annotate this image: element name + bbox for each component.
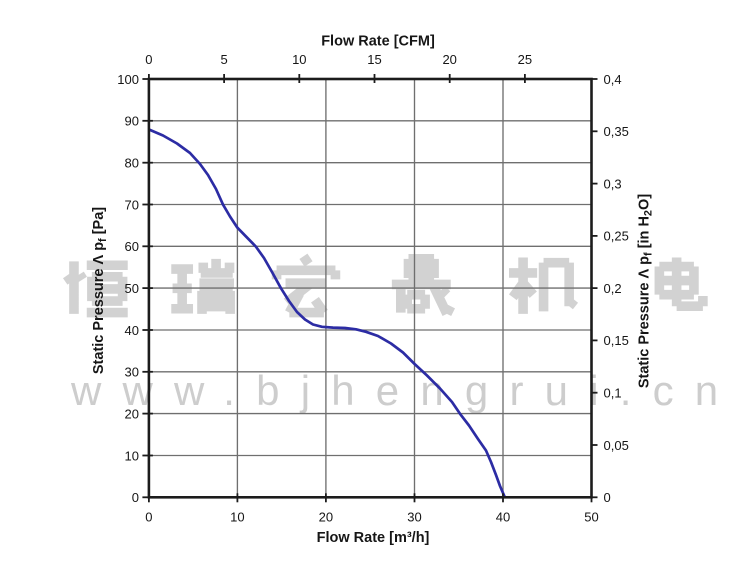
svg-text:Static Pressure Λ pf [in H2O]: Static Pressure Λ pf [in H2O] (637, 194, 655, 388)
svg-text:20: 20 (125, 406, 139, 421)
svg-text:10: 10 (125, 448, 139, 463)
svg-text:25: 25 (518, 52, 532, 67)
svg-text:70: 70 (125, 197, 139, 212)
svg-text:90: 90 (125, 114, 139, 129)
svg-text:0,1: 0,1 (604, 386, 622, 401)
svg-text:80: 80 (125, 156, 139, 171)
svg-text:30: 30 (407, 510, 421, 525)
svg-text:www.bjhengrui.cn: www.bjhengrui.cn (70, 367, 739, 414)
svg-text:0,35: 0,35 (604, 124, 629, 139)
svg-text:0: 0 (145, 52, 152, 67)
svg-text:0,4: 0,4 (604, 72, 622, 87)
svg-text:30: 30 (125, 365, 139, 380)
svg-text:50: 50 (584, 510, 598, 525)
svg-text:5: 5 (220, 52, 227, 67)
svg-text:40: 40 (496, 510, 510, 525)
svg-text:0,15: 0,15 (604, 333, 629, 348)
svg-text:40: 40 (125, 323, 139, 338)
svg-text:60: 60 (125, 239, 139, 254)
svg-text:0,2: 0,2 (604, 281, 622, 296)
svg-text:0,3: 0,3 (604, 176, 622, 191)
svg-text:0: 0 (145, 510, 152, 525)
svg-text:Static Pressure Λ pf [Pa]: Static Pressure Λ pf [Pa] (91, 207, 109, 374)
svg-text:Flow Rate [m³/h]: Flow Rate [m³/h] (317, 530, 430, 546)
svg-text:20: 20 (319, 510, 333, 525)
svg-text:0,05: 0,05 (604, 438, 629, 453)
svg-text:100: 100 (117, 72, 139, 87)
svg-text:10: 10 (292, 52, 306, 67)
svg-text:0,25: 0,25 (604, 229, 629, 244)
svg-text:0: 0 (132, 490, 139, 505)
svg-text:10: 10 (230, 510, 244, 525)
svg-text:50: 50 (125, 281, 139, 296)
svg-text:0: 0 (604, 490, 611, 505)
svg-text:20: 20 (442, 52, 456, 67)
svg-text:Flow Rate [CFM]: Flow Rate [CFM] (321, 34, 435, 50)
svg-text:15: 15 (367, 52, 381, 67)
